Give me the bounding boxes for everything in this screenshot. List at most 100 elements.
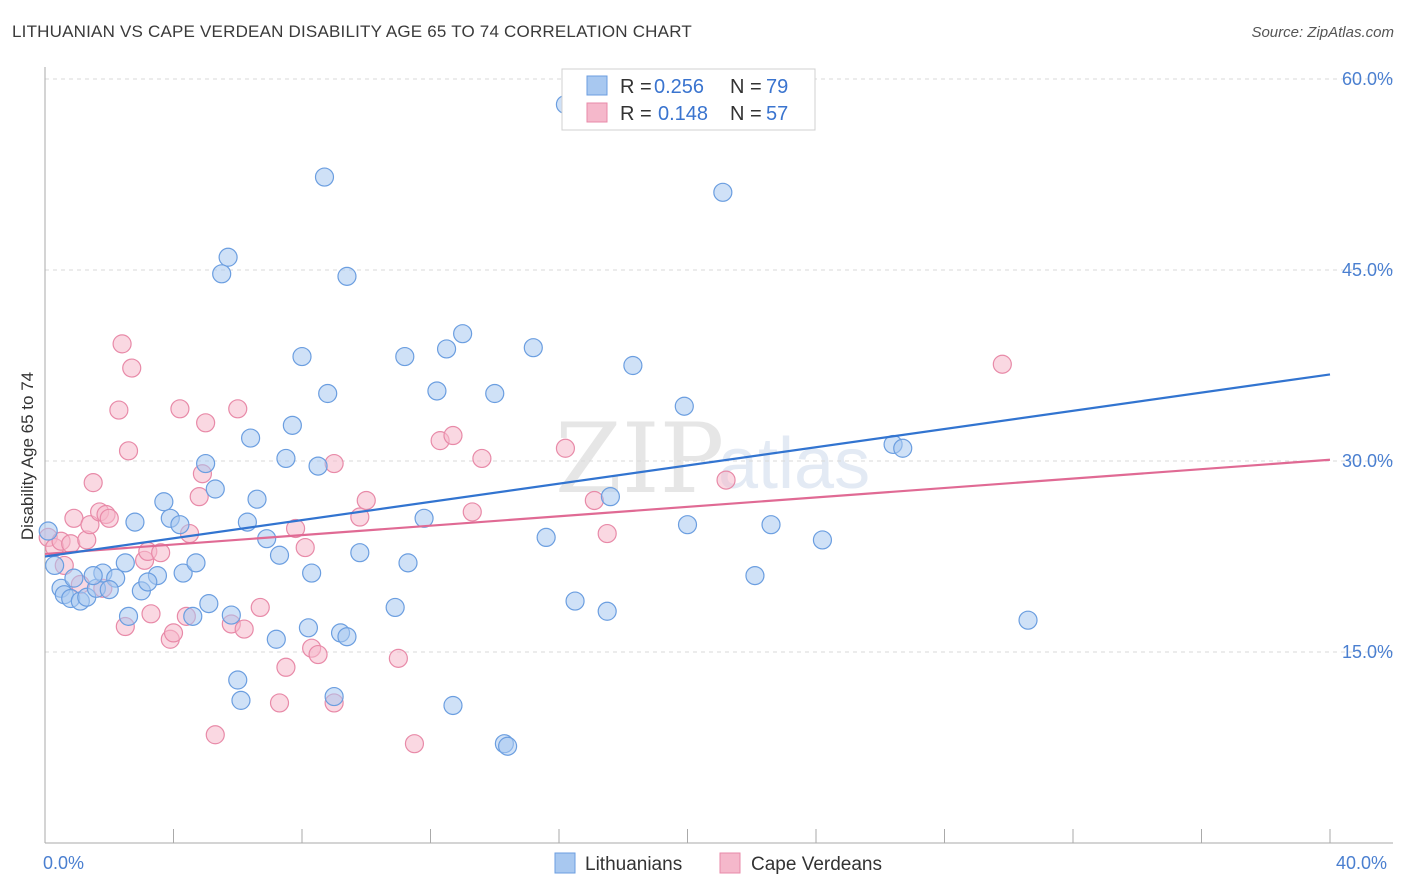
watermark-atlas: atlas xyxy=(718,424,870,504)
lithuanian-point-29 xyxy=(241,428,261,448)
lithuanian-point-48 xyxy=(212,264,232,284)
legend-n-label-2: N = xyxy=(730,103,762,125)
lithuanian-point-50 xyxy=(395,346,415,367)
legend-r-value-1: 0.256 xyxy=(654,76,704,98)
cape-verdean-point-53 xyxy=(584,490,604,511)
cape-verdean-point-36 xyxy=(269,693,290,713)
lithuanian-point-40 xyxy=(318,383,338,404)
lithuanian-point-21 xyxy=(186,553,206,573)
y-tick-label-1: 30.0% xyxy=(1342,451,1393,471)
axes xyxy=(44,67,1393,844)
lithuanian-point-52 xyxy=(414,508,434,528)
lithuanian-point-39 xyxy=(308,456,328,476)
lithuanian-point-25 xyxy=(221,605,241,625)
lithuanian-point-77 xyxy=(138,572,158,592)
cape-verdean-point-34 xyxy=(234,619,254,639)
legend-r-label-2: R = xyxy=(620,103,652,125)
lithuanian-point-47 xyxy=(218,247,238,267)
legend-n-value-1: 79 xyxy=(766,76,788,98)
x-tick-label-min: 0.0% xyxy=(43,853,84,873)
lithuanian-trend-line xyxy=(44,373,1331,558)
lithuanian-point-11 xyxy=(99,580,119,600)
lithuanian-point-49 xyxy=(385,597,405,618)
lithuanian-point-59 xyxy=(523,338,543,358)
lithuanian-point-15 xyxy=(118,606,139,626)
lithuanian-point-70 xyxy=(761,515,781,535)
cape-verdean-point-47 xyxy=(404,734,425,754)
legend-n-value-2: 57 xyxy=(766,103,788,125)
lithuanian-point-24 xyxy=(205,479,225,499)
lithuanian-point-12 xyxy=(115,553,135,573)
y-tick-label-2: 45.0% xyxy=(1342,260,1393,280)
cape-verdean-point-17 xyxy=(118,441,139,461)
lithuanian-point-65 xyxy=(623,355,643,376)
lithuanian-point-75 xyxy=(498,736,518,756)
lithuanian-point-36 xyxy=(292,346,312,367)
lithuanian-point-46 xyxy=(314,167,335,187)
cape-verdean-point-9 xyxy=(83,473,103,493)
cape-verdean-point-5 xyxy=(64,508,84,528)
lithuanian-point-41 xyxy=(324,686,344,707)
bottom-legend-swatch-blue xyxy=(554,852,576,874)
cape-verdean-point-28 xyxy=(189,487,209,507)
lithuanian-point-64 xyxy=(600,487,621,507)
source-label: Source: ZipAtlas.com xyxy=(1251,24,1394,41)
legend-r-value-2: 0.148 xyxy=(658,103,708,125)
lithuanian-point-60 xyxy=(536,527,556,548)
grid-lines xyxy=(45,78,1393,653)
lithuanian-point-22 xyxy=(196,453,216,474)
cape-verdean-trend-line xyxy=(44,458,1331,556)
lithuanian-point-34 xyxy=(276,448,296,469)
lithuanian-point-66 xyxy=(674,396,694,416)
cape-verdean-point-25 xyxy=(170,399,190,419)
lithuanian-point-20 xyxy=(173,563,193,583)
cape-verdean-point-45 xyxy=(356,490,376,511)
lithuanian-point-7 xyxy=(64,568,84,588)
bottom-legend-swatch-pink xyxy=(719,852,741,874)
lithuanian-point-56 xyxy=(453,324,473,344)
y-tick-label-0: 15.0% xyxy=(1342,642,1393,662)
cape-verdean-point-54 xyxy=(597,523,617,544)
lithuanian-point-13 xyxy=(125,512,145,532)
legend-swatch-blue xyxy=(586,75,608,96)
cape-verdean-point-22 xyxy=(151,543,171,563)
lithuanian-point-67 xyxy=(677,515,698,535)
cape-verdean-point-50 xyxy=(472,448,492,469)
legend-r-label-1: R = xyxy=(620,76,652,98)
x-tick-label-max: 40.0% xyxy=(1336,853,1387,873)
lithuanian-point-19 xyxy=(170,515,190,535)
lithuanian-point-17 xyxy=(154,492,174,512)
lithuanian-point-32 xyxy=(266,629,286,649)
cape-verdean-point-18 xyxy=(122,358,142,378)
cape-verdean-point-38 xyxy=(285,518,306,539)
cape-verdean-point-35 xyxy=(250,597,270,618)
y-tick-label-3: 60.0% xyxy=(1342,69,1393,89)
cape-verdean-point-31 xyxy=(205,725,225,745)
cape-verdean-point-37 xyxy=(276,657,296,677)
lithuanian-point-69 xyxy=(745,565,765,586)
lithuanian-point-44 xyxy=(350,543,370,563)
lithuanian-point-74 xyxy=(1018,610,1038,630)
cape-verdean-point-49 xyxy=(443,425,463,446)
lithuanian-point-33 xyxy=(269,545,290,565)
lithuanian-point-38 xyxy=(302,563,322,583)
cape-verdean-point-41 xyxy=(308,644,328,665)
lithuanian-point-73 xyxy=(893,438,913,458)
lithuanian-point-76 xyxy=(183,606,203,626)
y-tick-labels: 15.0% 30.0% 45.0% 60.0% xyxy=(1342,69,1393,662)
trend-lines xyxy=(44,373,1331,558)
bottom-legend-lithuanians: Lithuanians xyxy=(585,854,682,875)
cape-verdean-point-55 xyxy=(716,470,736,490)
legend-swatch-pink xyxy=(586,102,608,123)
lithuanian-point-30 xyxy=(247,489,267,509)
lithuanian-point-1 xyxy=(45,555,65,576)
lithuanian-point-45 xyxy=(337,266,357,286)
cape-verdean-point-46 xyxy=(388,648,408,668)
lithuanian-point-23 xyxy=(199,594,219,614)
lithuanian-point-71 xyxy=(812,530,833,550)
series-legend: Lithuanians Cape Verdeans xyxy=(554,852,882,875)
lithuanian-point-54 xyxy=(436,339,457,359)
lithuanian-point-53 xyxy=(427,381,447,401)
y-axis-title: Disability Age 65 to 74 xyxy=(18,372,37,540)
